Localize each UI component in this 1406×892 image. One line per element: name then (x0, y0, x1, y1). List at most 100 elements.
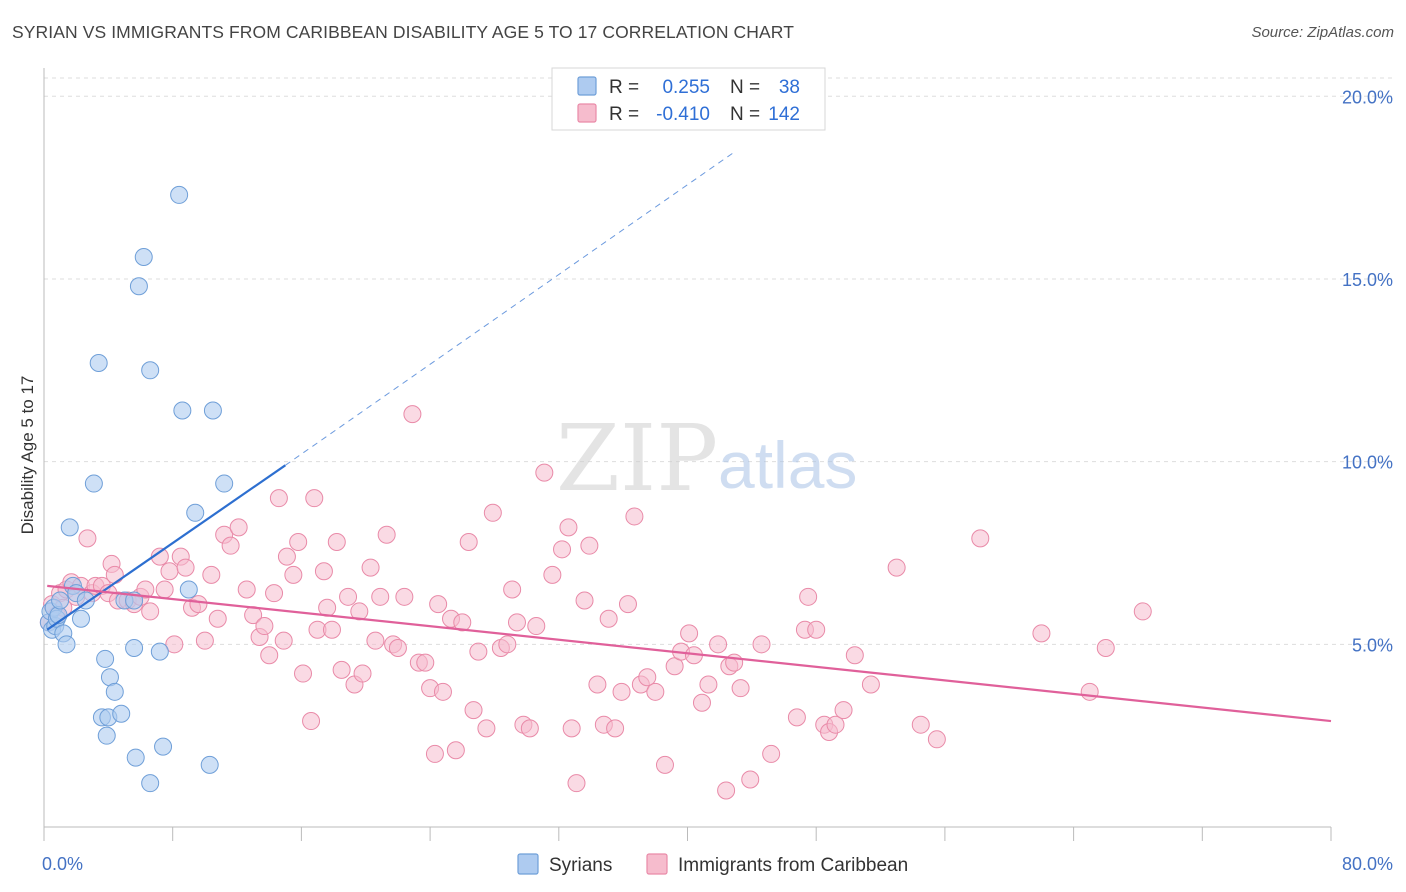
y-tick-label: 15.0% (1342, 270, 1393, 290)
caribbean-point (503, 580, 522, 599)
caribbean-point (535, 463, 554, 482)
syrian-trend-line (46, 464, 286, 631)
legend-n-label-syrians: N = (730, 77, 760, 98)
syrian-point (125, 638, 144, 657)
caribbean-point (350, 602, 369, 621)
legend-n-label-caribbean: N = (730, 104, 760, 125)
caribbean-point (709, 635, 728, 654)
caribbean-point (655, 755, 674, 774)
caribbean-point (332, 660, 351, 679)
caribbean-point (78, 529, 97, 548)
caribbean-point (625, 507, 644, 526)
caribbean-point (433, 682, 452, 701)
caribbean-point (314, 562, 333, 581)
caribbean-point (1032, 624, 1051, 643)
series-legend-label-syrians: Syrians (549, 855, 612, 876)
y-tick-label: 5.0% (1352, 635, 1393, 655)
legend-box (551, 67, 826, 131)
caribbean-point (559, 518, 578, 537)
caribbean-point (787, 708, 806, 727)
caribbean-point (971, 529, 990, 548)
syrian-point (173, 401, 192, 420)
caribbean-point (377, 525, 396, 544)
caribbean-point (446, 741, 465, 760)
syrian-point (57, 635, 76, 654)
caribbean-point (141, 602, 160, 621)
syrian-trend-extension (285, 150, 737, 466)
watermark-atlas: atlas (718, 428, 857, 502)
caribbean-point (459, 533, 478, 552)
caribbean-point (807, 620, 826, 639)
syrian-point (84, 474, 103, 493)
caribbean-point (371, 587, 390, 606)
caribbean-point (638, 668, 657, 687)
x-tick-labels: 0.0% 80.0% (42, 854, 1393, 874)
caribbean-point (562, 719, 581, 738)
series-legend-label-caribbean: Immigrants from Caribbean (678, 855, 908, 876)
syrian-point (126, 748, 145, 767)
caribbean-point (731, 679, 750, 698)
caribbean-point (527, 617, 546, 636)
syrian-point (170, 185, 189, 204)
legend-n-value-caribbean: 142 (768, 104, 800, 125)
syrian-point (89, 353, 108, 372)
x-tick-label: 80.0% (1342, 854, 1393, 874)
stats-legend: R = 0.255 N = 38 R = -0.410 N = 142 (551, 67, 826, 131)
caribbean-point (911, 715, 930, 734)
caribbean-point (1096, 638, 1115, 657)
series-legend-swatch-syrians (517, 853, 539, 875)
caribbean-point (395, 587, 414, 606)
caribbean-point (388, 638, 407, 657)
legend-swatch-syrians (577, 76, 597, 96)
caribbean-point (762, 744, 781, 763)
series-legend: Syrians Immigrants from Caribbean (517, 853, 908, 876)
caribbean-point (322, 620, 341, 639)
caribbean-point (429, 595, 448, 614)
caribbean-point (195, 631, 214, 650)
legend-r-value-caribbean: -0.410 (656, 104, 710, 125)
series-legend-swatch-caribbean (646, 853, 668, 875)
caribbean-point (255, 617, 274, 636)
caribbean-points (39, 405, 1152, 800)
legend-r-value-syrians: 0.255 (662, 77, 710, 98)
caribbean-point (741, 770, 760, 789)
legend-r-label-syrians: R = (609, 77, 639, 98)
caribbean-point (229, 518, 248, 537)
legend-swatch-caribbean (577, 103, 597, 123)
syrian-point (96, 649, 115, 668)
x-tick-label: 0.0% (42, 854, 83, 874)
caribbean-point (469, 642, 488, 661)
caribbean-point (361, 558, 380, 577)
caribbean-point (1133, 602, 1152, 621)
caribbean-point (520, 719, 539, 738)
syrian-point (150, 642, 169, 661)
caribbean-point (425, 744, 444, 763)
caribbean-point (403, 405, 422, 424)
chart-title: SYRIAN VS IMMIGRANTS FROM CARIBBEAN DISA… (12, 22, 794, 42)
caribbean-point (861, 675, 880, 694)
syrian-point (215, 474, 234, 493)
caribbean-point (588, 675, 607, 694)
caribbean-point (416, 653, 435, 672)
watermark-zip: ZIP (556, 405, 718, 512)
caribbean-point (599, 609, 618, 628)
watermark: ZIP atlas (556, 405, 857, 512)
y-tick-labels: 5.0% 10.0% 15.0% 20.0% (1342, 87, 1393, 655)
caribbean-point (366, 631, 385, 650)
caribbean-point (618, 595, 637, 614)
caribbean-point (887, 558, 906, 577)
legend-r-label-caribbean: R = (609, 104, 639, 125)
caribbean-point (845, 646, 864, 665)
caribbean-point (692, 693, 711, 712)
caribbean-point (353, 664, 372, 683)
caribbean-point (834, 701, 853, 720)
caribbean-point (302, 712, 321, 731)
caribbean-point (483, 503, 502, 522)
caribbean-point (680, 624, 699, 643)
caribbean-point (543, 565, 562, 584)
caribbean-point (305, 489, 324, 508)
caribbean-point (553, 540, 572, 559)
caribbean-point (507, 613, 526, 632)
syrian-point (97, 726, 116, 745)
